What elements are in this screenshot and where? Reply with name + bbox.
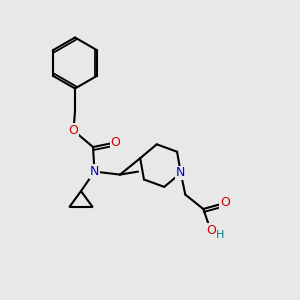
Text: N: N (90, 165, 99, 178)
Text: O: O (69, 124, 78, 137)
Text: H: H (216, 230, 225, 240)
Text: O: O (220, 196, 230, 209)
Text: N: N (176, 167, 185, 179)
Text: O: O (206, 224, 216, 237)
Text: O: O (111, 136, 120, 149)
